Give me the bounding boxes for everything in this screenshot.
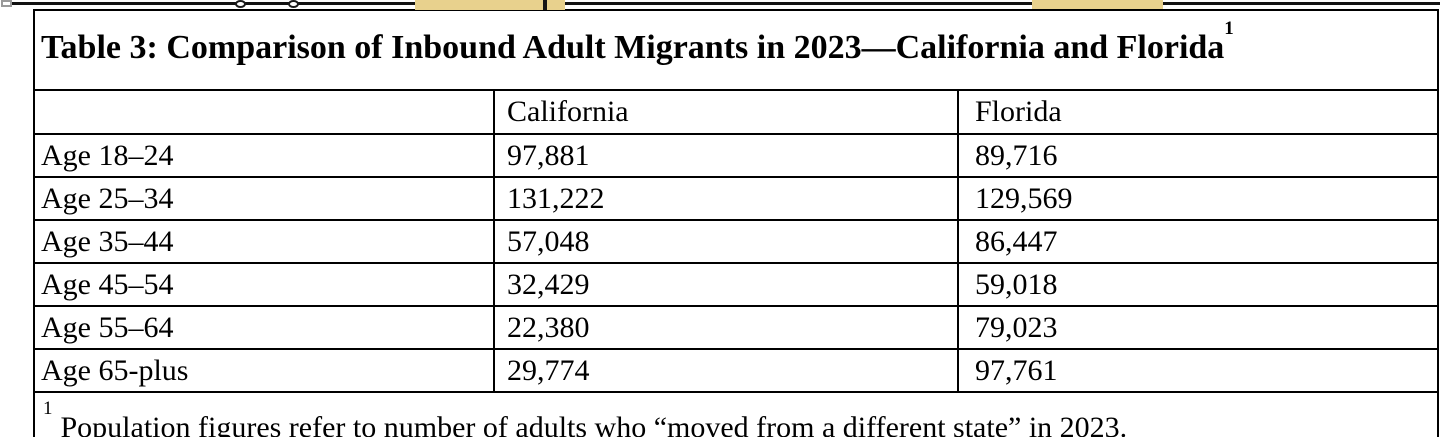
cropped-previous-text-line <box>0 0 1440 12</box>
florida-value: 129,569 <box>957 176 1439 221</box>
row-label: Age 18–24 <box>33 133 495 178</box>
header-cell-blank <box>33 89 495 135</box>
yellow-highlight-fragment <box>1032 0 1163 9</box>
table-row: Age 18–24 97,881 89,716 <box>33 133 1439 178</box>
text-underline-fragment <box>10 2 1440 5</box>
letter-descender-fragment <box>543 0 547 10</box>
row-label: Age 25–34 <box>33 176 495 221</box>
header-cell-california: California <box>493 89 959 135</box>
letter-descender-fragment <box>288 0 299 8</box>
row-label: Age 35–44 <box>33 219 495 264</box>
table-row: Age 25–34 131,222 129,569 <box>33 176 1439 221</box>
table-header-row: California Florida <box>33 89 1439 135</box>
yellow-highlight-fragment <box>415 0 565 10</box>
title-footnote-marker: 1 <box>1224 17 1234 39</box>
table-row: Age 55–64 22,380 79,023 <box>33 305 1439 350</box>
cropped-glyph-fragment <box>1 0 12 7</box>
table-title: Table 3: Comparison of Inbound Adult Mig… <box>41 29 1225 66</box>
california-value: 57,048 <box>493 219 959 264</box>
florida-value: 89,716 <box>957 133 1439 178</box>
row-label: Age 45–54 <box>33 262 495 307</box>
california-value: 131,222 <box>493 176 959 221</box>
footnote-text: Population figures refer to number of ad… <box>60 411 1128 437</box>
florida-value: 97,761 <box>957 348 1439 393</box>
row-label: Age 55–64 <box>33 305 495 350</box>
table-title-cell: Table 3: Comparison of Inbound Adult Mig… <box>33 9 1439 91</box>
row-label: Age 65-plus <box>33 348 495 393</box>
california-value: 29,774 <box>493 348 959 393</box>
california-value: 32,429 <box>493 262 959 307</box>
florida-value: 59,018 <box>957 262 1439 307</box>
migrants-comparison-table: Table 3: Comparison of Inbound Adult Mig… <box>33 9 1439 437</box>
florida-value: 79,023 <box>957 305 1439 350</box>
california-value: 22,380 <box>493 305 959 350</box>
footnote-marker: 1 <box>43 398 53 419</box>
table-title-row: Table 3: Comparison of Inbound Adult Mig… <box>33 9 1439 91</box>
letter-descender-fragment <box>235 0 246 8</box>
florida-value: 86,447 <box>957 219 1439 264</box>
table-footnote-row: 1 Population figures refer to number of a… <box>33 391 1439 437</box>
footnote-cell: 1 Population figures refer to number of a… <box>33 391 1439 437</box>
header-cell-florida: Florida <box>957 89 1439 135</box>
table-row: Age 45–54 32,429 59,018 <box>33 262 1439 307</box>
table-row: Age 65-plus 29,774 97,761 <box>33 348 1439 393</box>
table-row: Age 35–44 57,048 86,447 <box>33 219 1439 264</box>
california-value: 97,881 <box>493 133 959 178</box>
